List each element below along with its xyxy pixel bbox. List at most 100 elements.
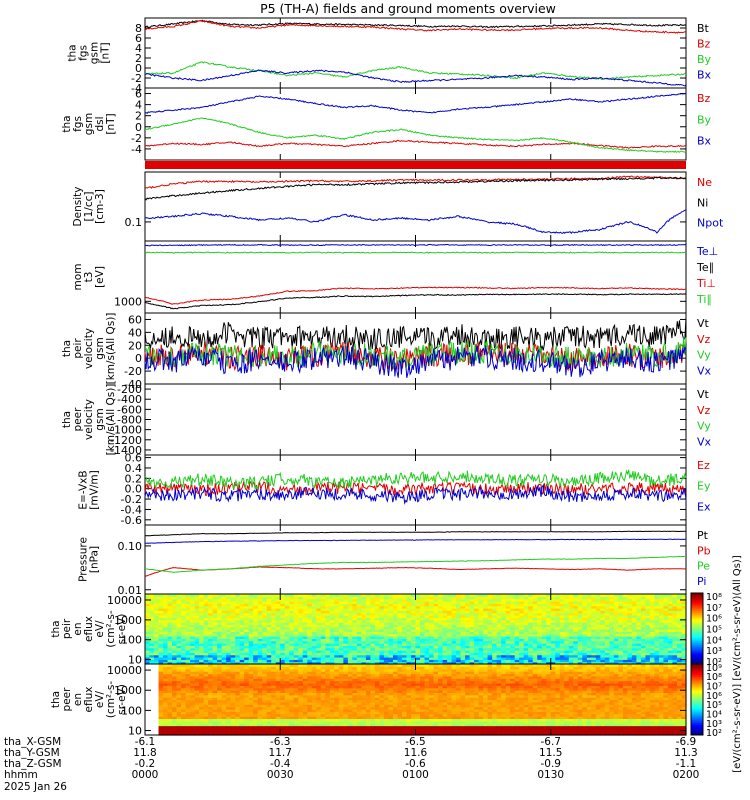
heatmap-cell [645, 622, 651, 625]
heatmap-cell [424, 619, 430, 623]
heatmap-cell [392, 633, 399, 637]
heatmap-cell [667, 636, 674, 639]
heatmap-cell [293, 668, 299, 672]
heatmap-cell [145, 730, 151, 734]
heatmap-cell [190, 638, 196, 642]
heatmap-cell [559, 610, 565, 614]
heatmap-cell [266, 645, 272, 649]
heatmap-cell [226, 666, 232, 670]
heatmap-cell [167, 708, 173, 712]
heatmap-cell [347, 629, 353, 632]
heatmap-cell [460, 598, 466, 602]
heatmap-cell [374, 650, 381, 653]
heatmap-cell [465, 650, 471, 653]
heatmap-cell [537, 619, 543, 623]
heatmap-cell [541, 622, 547, 625]
heatmap-cell [600, 612, 606, 616]
heatmap-cell [334, 615, 340, 618]
panel-frame [144, 171, 687, 242]
heatmap-cell [573, 615, 579, 618]
heatmap-cell [546, 638, 552, 642]
heatmap-cell [478, 629, 484, 632]
heatmap-cell [365, 619, 372, 623]
heatmap-cell [293, 723, 299, 727]
heatmap-cell [154, 626, 160, 630]
heatmap-cell [154, 723, 160, 727]
heatmap-cell [289, 671, 295, 675]
heatmap-cell [235, 687, 241, 691]
heatmap-cell [577, 647, 583, 651]
heatmap-cell [451, 610, 457, 614]
heatmap-cell [595, 650, 601, 653]
heatmap-cell [284, 675, 290, 679]
heatmap-cell [356, 640, 362, 644]
heatmap-cell [167, 659, 173, 663]
heatmap-cell [284, 617, 290, 621]
heatmap-cell [456, 605, 462, 609]
heatmap-cell [478, 638, 484, 642]
heatmap-cell [365, 617, 372, 621]
heatmap-cell [474, 601, 480, 604]
heatmap-cell [230, 718, 236, 722]
heatmap-cell [379, 631, 385, 635]
heatmap-cell [289, 664, 295, 667]
heatmap-cell [217, 687, 223, 691]
heatmap-cell [672, 652, 678, 656]
heatmap-cell [190, 673, 196, 677]
heatmap-cell [284, 671, 290, 675]
heatmap-cell [568, 594, 574, 597]
heatmap-cell [253, 725, 259, 729]
heatmap-cell [208, 640, 214, 644]
heatmap-cell [262, 622, 268, 625]
heatmap-cell [352, 594, 358, 597]
heatmap-cell [203, 629, 209, 632]
heatmap-cell [154, 608, 160, 611]
heatmap-cell [343, 608, 349, 611]
heatmap-cell [176, 643, 182, 646]
heatmap-cell [302, 718, 308, 722]
heatmap-cell [618, 594, 624, 597]
heatmap-cell [550, 624, 556, 628]
heatmap-cell [329, 615, 335, 618]
heatmap-cell [181, 622, 187, 625]
heatmap-cell [320, 647, 326, 651]
heatmap-cell [325, 598, 331, 602]
heatmap-cell [627, 622, 633, 625]
heatmap-cell [266, 697, 272, 701]
heatmap-cell [618, 617, 624, 621]
heatmap-cell [627, 657, 633, 660]
heatmap-cell [154, 673, 160, 677]
heatmap-cell [442, 654, 448, 658]
heatmap-cell [248, 706, 254, 710]
heatmap-cell [190, 610, 196, 614]
heatmap-cell [460, 617, 466, 621]
heatmap-cell [600, 594, 606, 597]
heatmap-cell [510, 624, 516, 628]
heatmap-cell [320, 652, 326, 656]
heatmap-cell [316, 647, 322, 651]
heatmap-cell [239, 699, 245, 703]
heatmap-cell [275, 601, 281, 604]
heatmap-cell [532, 598, 538, 602]
heatmap-cell [379, 654, 385, 658]
heatmap-cell [672, 622, 678, 625]
heatmap-cell [226, 659, 232, 663]
heatmap-cell [356, 624, 362, 628]
heatmap-cell [591, 626, 597, 630]
heatmap-cell [568, 619, 574, 623]
heatmap-cell [600, 640, 606, 644]
heatmap-cell [420, 661, 426, 665]
heatmap-cell [284, 612, 290, 616]
heatmap-cell [487, 624, 493, 628]
series-line-bx [144, 92, 687, 114]
heatmap-cell [383, 626, 390, 630]
heatmap-cell [293, 617, 299, 621]
heatmap-cell [172, 643, 178, 646]
heatmap-cell [474, 603, 480, 607]
heatmap-cell [181, 601, 187, 604]
heatmap-cell [230, 711, 236, 715]
heatmap-cell [194, 730, 200, 734]
heatmap-cell [154, 601, 160, 604]
heatmap-cell [595, 612, 601, 616]
heatmap-cell [613, 652, 619, 656]
